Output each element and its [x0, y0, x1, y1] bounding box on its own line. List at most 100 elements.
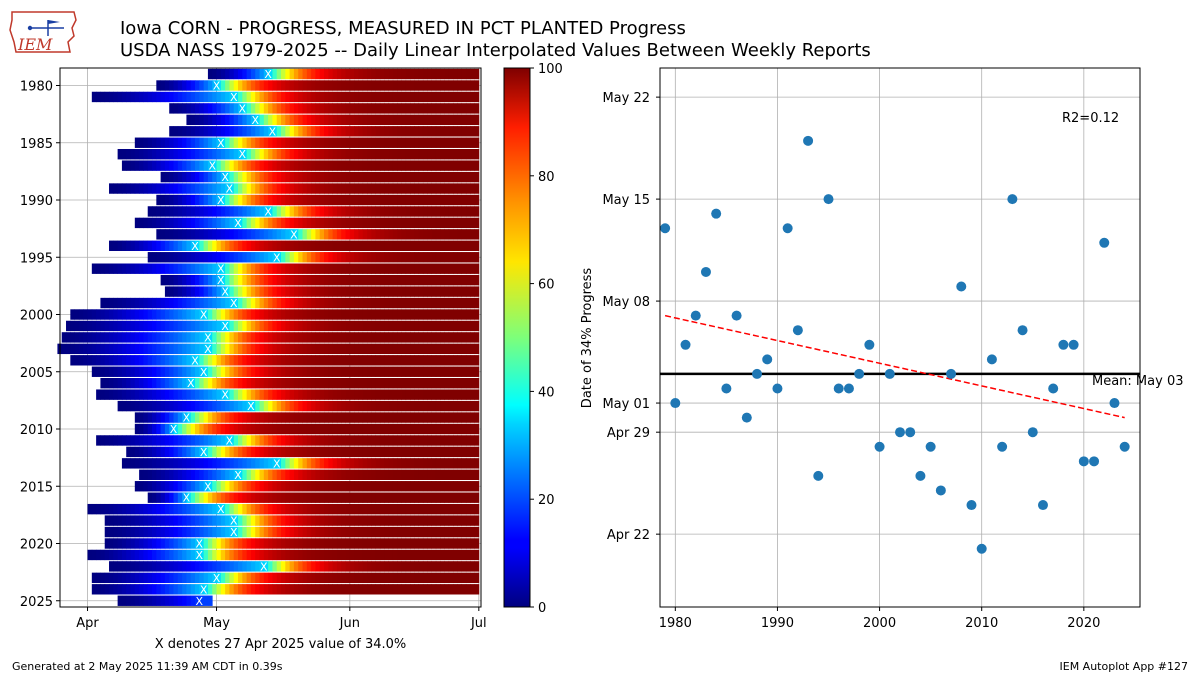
heatmap-cell [190, 149, 196, 160]
heatmap-cell [207, 503, 213, 515]
heatmap-cell [238, 515, 243, 526]
heatmap-cell [152, 572, 157, 584]
heatmap-cell [117, 584, 123, 595]
heatmap-cell [285, 194, 291, 206]
heatmap-cell [358, 423, 364, 435]
heatmap-cell [388, 103, 394, 114]
heatmap-cell [100, 91, 106, 103]
heatmap-cell [465, 286, 471, 297]
heatmap-cell [285, 297, 291, 309]
heatmap-cell [152, 423, 157, 435]
heatmap-cell [405, 126, 411, 137]
heatmap-cell [143, 538, 149, 549]
heatmap-cell [74, 355, 80, 366]
heatmap-cell [371, 137, 377, 148]
heatmap-cell [233, 103, 239, 114]
scatter-y-tick-label: May 15 [602, 193, 650, 208]
heatmap-cell [332, 137, 338, 148]
heatmap-cell [220, 469, 226, 480]
heatmap-cell [397, 229, 402, 240]
heatmap-cell [431, 114, 437, 126]
heatmap-cell [207, 572, 213, 584]
heatmap-cell [147, 355, 153, 366]
heatmap-cell [465, 561, 471, 572]
heatmap-cell [349, 515, 355, 526]
heatmap-cell [375, 320, 381, 332]
heatmap-cell [302, 400, 308, 412]
heatmap-cell [233, 160, 239, 171]
heatmap-cell [207, 217, 213, 229]
heatmap-cell [263, 297, 269, 309]
heatmap-cell [457, 126, 463, 137]
heatmap-cell [328, 149, 334, 160]
heatmap-cell [367, 217, 372, 229]
heatmap-cell [324, 297, 329, 309]
heatmap-cell [238, 561, 243, 572]
heatmap-cell [238, 355, 243, 366]
heatmap-cell [104, 263, 110, 274]
heatmap-cell [229, 171, 235, 183]
heatmap-cell [375, 378, 381, 389]
heatmap-cell [440, 309, 445, 320]
heatmap-cell [130, 355, 136, 366]
heatmap-cell [319, 240, 325, 251]
heatmap-x-marker: X [213, 80, 221, 93]
heatmap-cell [242, 103, 248, 114]
heatmap-cell [173, 549, 179, 561]
heatmap-cell [212, 435, 217, 446]
heatmap-cell [358, 229, 364, 240]
heatmap-cell [422, 263, 428, 274]
heatmap-cell [448, 126, 454, 137]
heatmap-cell [298, 263, 303, 274]
heatmap-cell [207, 481, 213, 492]
heatmap-cell [298, 389, 303, 400]
heatmap-cell [427, 423, 432, 435]
heatmap-cell [113, 263, 119, 274]
heatmap-cell [169, 355, 174, 366]
heatmap-cell [349, 572, 355, 584]
heatmap-cell [448, 160, 454, 171]
heatmap-cell [195, 423, 200, 435]
heatmap-cell [268, 343, 273, 355]
heatmap-cell [341, 561, 346, 572]
heatmap-cell [229, 423, 235, 435]
heatmap-cell [100, 343, 106, 355]
heatmap-cell [427, 80, 432, 91]
heatmap-cell [375, 297, 381, 309]
heatmap-cell [397, 343, 402, 355]
heatmap-cell [182, 435, 187, 446]
heatmap-cell [212, 503, 217, 515]
heatmap-cell [461, 378, 467, 389]
heatmap-cell [212, 332, 217, 343]
heatmap-cell [461, 252, 467, 263]
heatmap-cell [281, 515, 286, 526]
heatmap-cell [435, 171, 441, 183]
heatmap-cell [474, 549, 480, 561]
heatmap-cell [401, 240, 407, 251]
heatmap-cell [109, 549, 114, 561]
heatmap-cell [272, 126, 278, 137]
heatmap-cell [384, 91, 389, 103]
heatmap-cell [397, 68, 402, 80]
heatmap-cell [298, 126, 303, 137]
heatmap-cell [328, 423, 334, 435]
heatmap-cell [263, 343, 269, 355]
heatmap-cell [117, 332, 123, 343]
heatmap-cell [246, 68, 252, 80]
heatmap-cell [298, 435, 303, 446]
heatmap-cell [384, 469, 389, 480]
heatmap-cell [388, 389, 394, 400]
heatmap-cell [113, 91, 119, 103]
heatmap-cell [306, 412, 312, 423]
heatmap-cell [427, 469, 432, 480]
heatmap-cell [126, 160, 131, 171]
heatmap-cell [182, 584, 187, 595]
heatmap-cell [233, 263, 239, 274]
heatmap-cell [332, 286, 338, 297]
heatmap-cell [268, 423, 273, 435]
heatmap-cell [311, 171, 316, 183]
heatmap-cell [100, 297, 106, 309]
heatmap-cell [117, 240, 123, 251]
heatmap-cell [259, 343, 265, 355]
heatmap-cell [83, 332, 88, 343]
